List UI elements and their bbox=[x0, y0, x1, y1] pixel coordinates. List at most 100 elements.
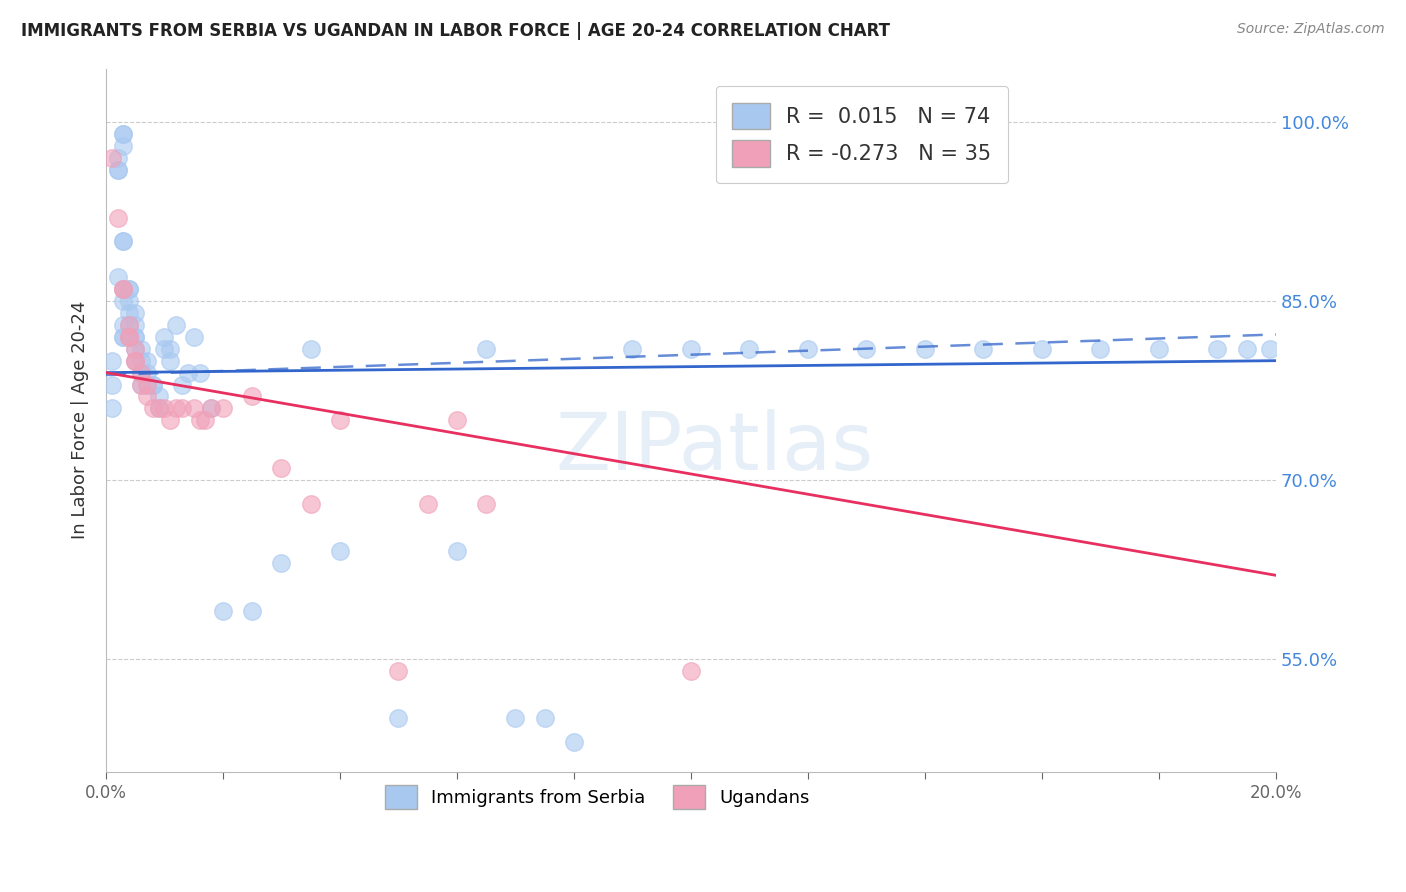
Point bbox=[165, 401, 187, 416]
Point bbox=[107, 162, 129, 177]
Point bbox=[112, 235, 135, 249]
Point bbox=[188, 366, 211, 380]
Point bbox=[972, 342, 994, 356]
Point bbox=[148, 401, 170, 416]
Point bbox=[533, 711, 555, 725]
Point bbox=[505, 711, 527, 725]
Point bbox=[100, 401, 122, 416]
Point bbox=[1236, 342, 1258, 356]
Legend: Immigrants from Serbia, Ugandans: Immigrants from Serbia, Ugandans bbox=[377, 778, 817, 816]
Point bbox=[475, 342, 498, 356]
Point bbox=[124, 353, 146, 368]
Point bbox=[240, 604, 263, 618]
Point bbox=[118, 306, 141, 320]
Point bbox=[1090, 342, 1112, 356]
Point bbox=[118, 330, 141, 344]
Point bbox=[1147, 342, 1170, 356]
Point bbox=[416, 497, 439, 511]
Point bbox=[914, 342, 936, 356]
Point bbox=[170, 401, 193, 416]
Y-axis label: In Labor Force | Age 20-24: In Labor Force | Age 20-24 bbox=[72, 301, 89, 540]
Point bbox=[112, 282, 135, 296]
Point bbox=[124, 342, 146, 356]
Point bbox=[107, 151, 129, 165]
Point bbox=[148, 401, 170, 416]
Point bbox=[107, 211, 129, 225]
Point bbox=[135, 377, 157, 392]
Point bbox=[329, 544, 352, 558]
Point bbox=[107, 162, 129, 177]
Point bbox=[124, 306, 146, 320]
Point bbox=[112, 235, 135, 249]
Point bbox=[387, 711, 409, 725]
Point bbox=[329, 413, 352, 427]
Point bbox=[240, 389, 263, 403]
Point bbox=[153, 342, 176, 356]
Point bbox=[446, 544, 468, 558]
Point bbox=[188, 413, 211, 427]
Point bbox=[475, 497, 498, 511]
Point bbox=[118, 318, 141, 332]
Point bbox=[270, 557, 292, 571]
Point bbox=[200, 401, 222, 416]
Point bbox=[112, 294, 135, 309]
Point bbox=[129, 377, 152, 392]
Point bbox=[124, 353, 146, 368]
Point bbox=[159, 342, 181, 356]
Point bbox=[183, 401, 205, 416]
Text: IMMIGRANTS FROM SERBIA VS UGANDAN IN LABOR FORCE | AGE 20-24 CORRELATION CHART: IMMIGRANTS FROM SERBIA VS UGANDAN IN LAB… bbox=[21, 22, 890, 40]
Point bbox=[135, 389, 157, 403]
Point bbox=[679, 342, 702, 356]
Point bbox=[1206, 342, 1229, 356]
Text: ZIPatlas: ZIPatlas bbox=[555, 409, 873, 487]
Point bbox=[112, 330, 135, 344]
Point bbox=[299, 497, 322, 511]
Point bbox=[118, 282, 141, 296]
Point bbox=[177, 366, 200, 380]
Point bbox=[142, 377, 165, 392]
Point bbox=[142, 377, 165, 392]
Point bbox=[165, 318, 187, 332]
Point bbox=[1031, 342, 1053, 356]
Point bbox=[129, 366, 152, 380]
Point bbox=[135, 353, 157, 368]
Point bbox=[299, 342, 322, 356]
Point bbox=[124, 330, 146, 344]
Point bbox=[124, 353, 146, 368]
Point bbox=[100, 353, 122, 368]
Point bbox=[621, 342, 644, 356]
Text: Source: ZipAtlas.com: Source: ZipAtlas.com bbox=[1237, 22, 1385, 37]
Point bbox=[194, 413, 217, 427]
Point bbox=[135, 366, 157, 380]
Point bbox=[129, 342, 152, 356]
Point bbox=[387, 664, 409, 678]
Point bbox=[446, 413, 468, 427]
Point bbox=[170, 377, 193, 392]
Point bbox=[118, 330, 141, 344]
Point bbox=[124, 342, 146, 356]
Point bbox=[212, 604, 235, 618]
Point bbox=[142, 401, 165, 416]
Point bbox=[562, 735, 585, 749]
Point bbox=[118, 318, 141, 332]
Point bbox=[112, 318, 135, 332]
Point bbox=[159, 353, 181, 368]
Point bbox=[112, 127, 135, 141]
Point bbox=[855, 342, 877, 356]
Point bbox=[200, 401, 222, 416]
Point bbox=[212, 401, 235, 416]
Point bbox=[107, 270, 129, 285]
Point bbox=[135, 377, 157, 392]
Point bbox=[148, 389, 170, 403]
Point bbox=[124, 330, 146, 344]
Point bbox=[112, 139, 135, 153]
Point bbox=[100, 151, 122, 165]
Point bbox=[112, 330, 135, 344]
Point bbox=[679, 664, 702, 678]
Point bbox=[118, 294, 141, 309]
Point bbox=[183, 330, 205, 344]
Point bbox=[270, 461, 292, 475]
Point bbox=[124, 318, 146, 332]
Point bbox=[129, 353, 152, 368]
Point bbox=[118, 282, 141, 296]
